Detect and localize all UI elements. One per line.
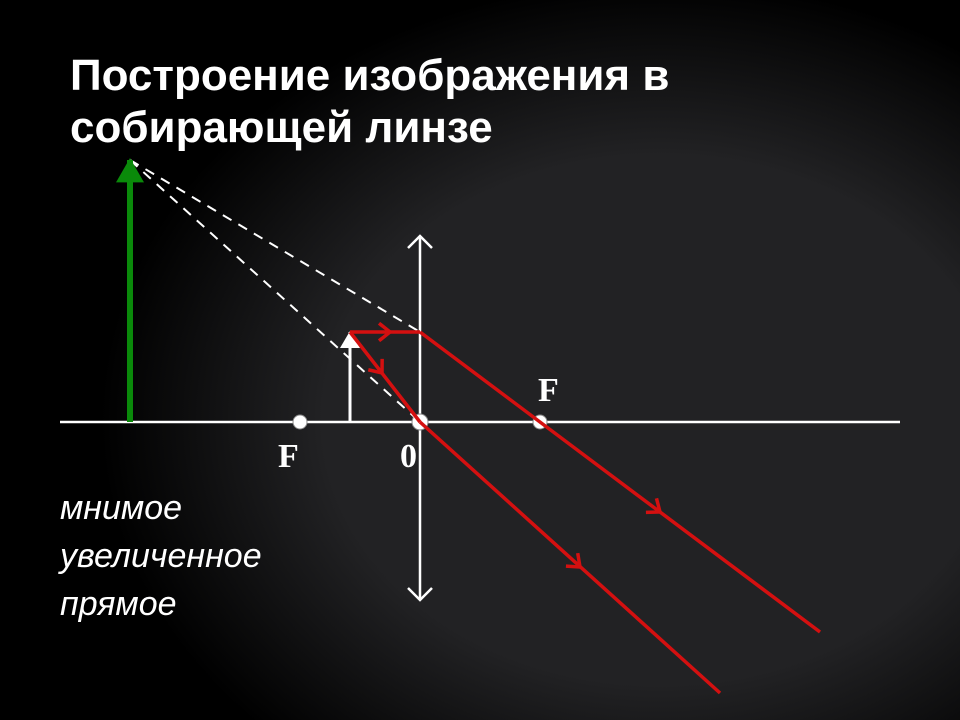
slide-title: Построение изображения в собирающей линз…: [70, 50, 790, 154]
focal-label-right: F: [538, 372, 559, 410]
origin-label: 0: [400, 438, 417, 476]
image-properties-caption: мнимоеувеличенноепрямое: [60, 486, 262, 630]
caption-line: прямое: [60, 582, 262, 626]
caption-line: мнимое: [60, 486, 262, 530]
focal-label-left: F: [278, 438, 299, 476]
caption-line: увеличенное: [60, 534, 262, 578]
